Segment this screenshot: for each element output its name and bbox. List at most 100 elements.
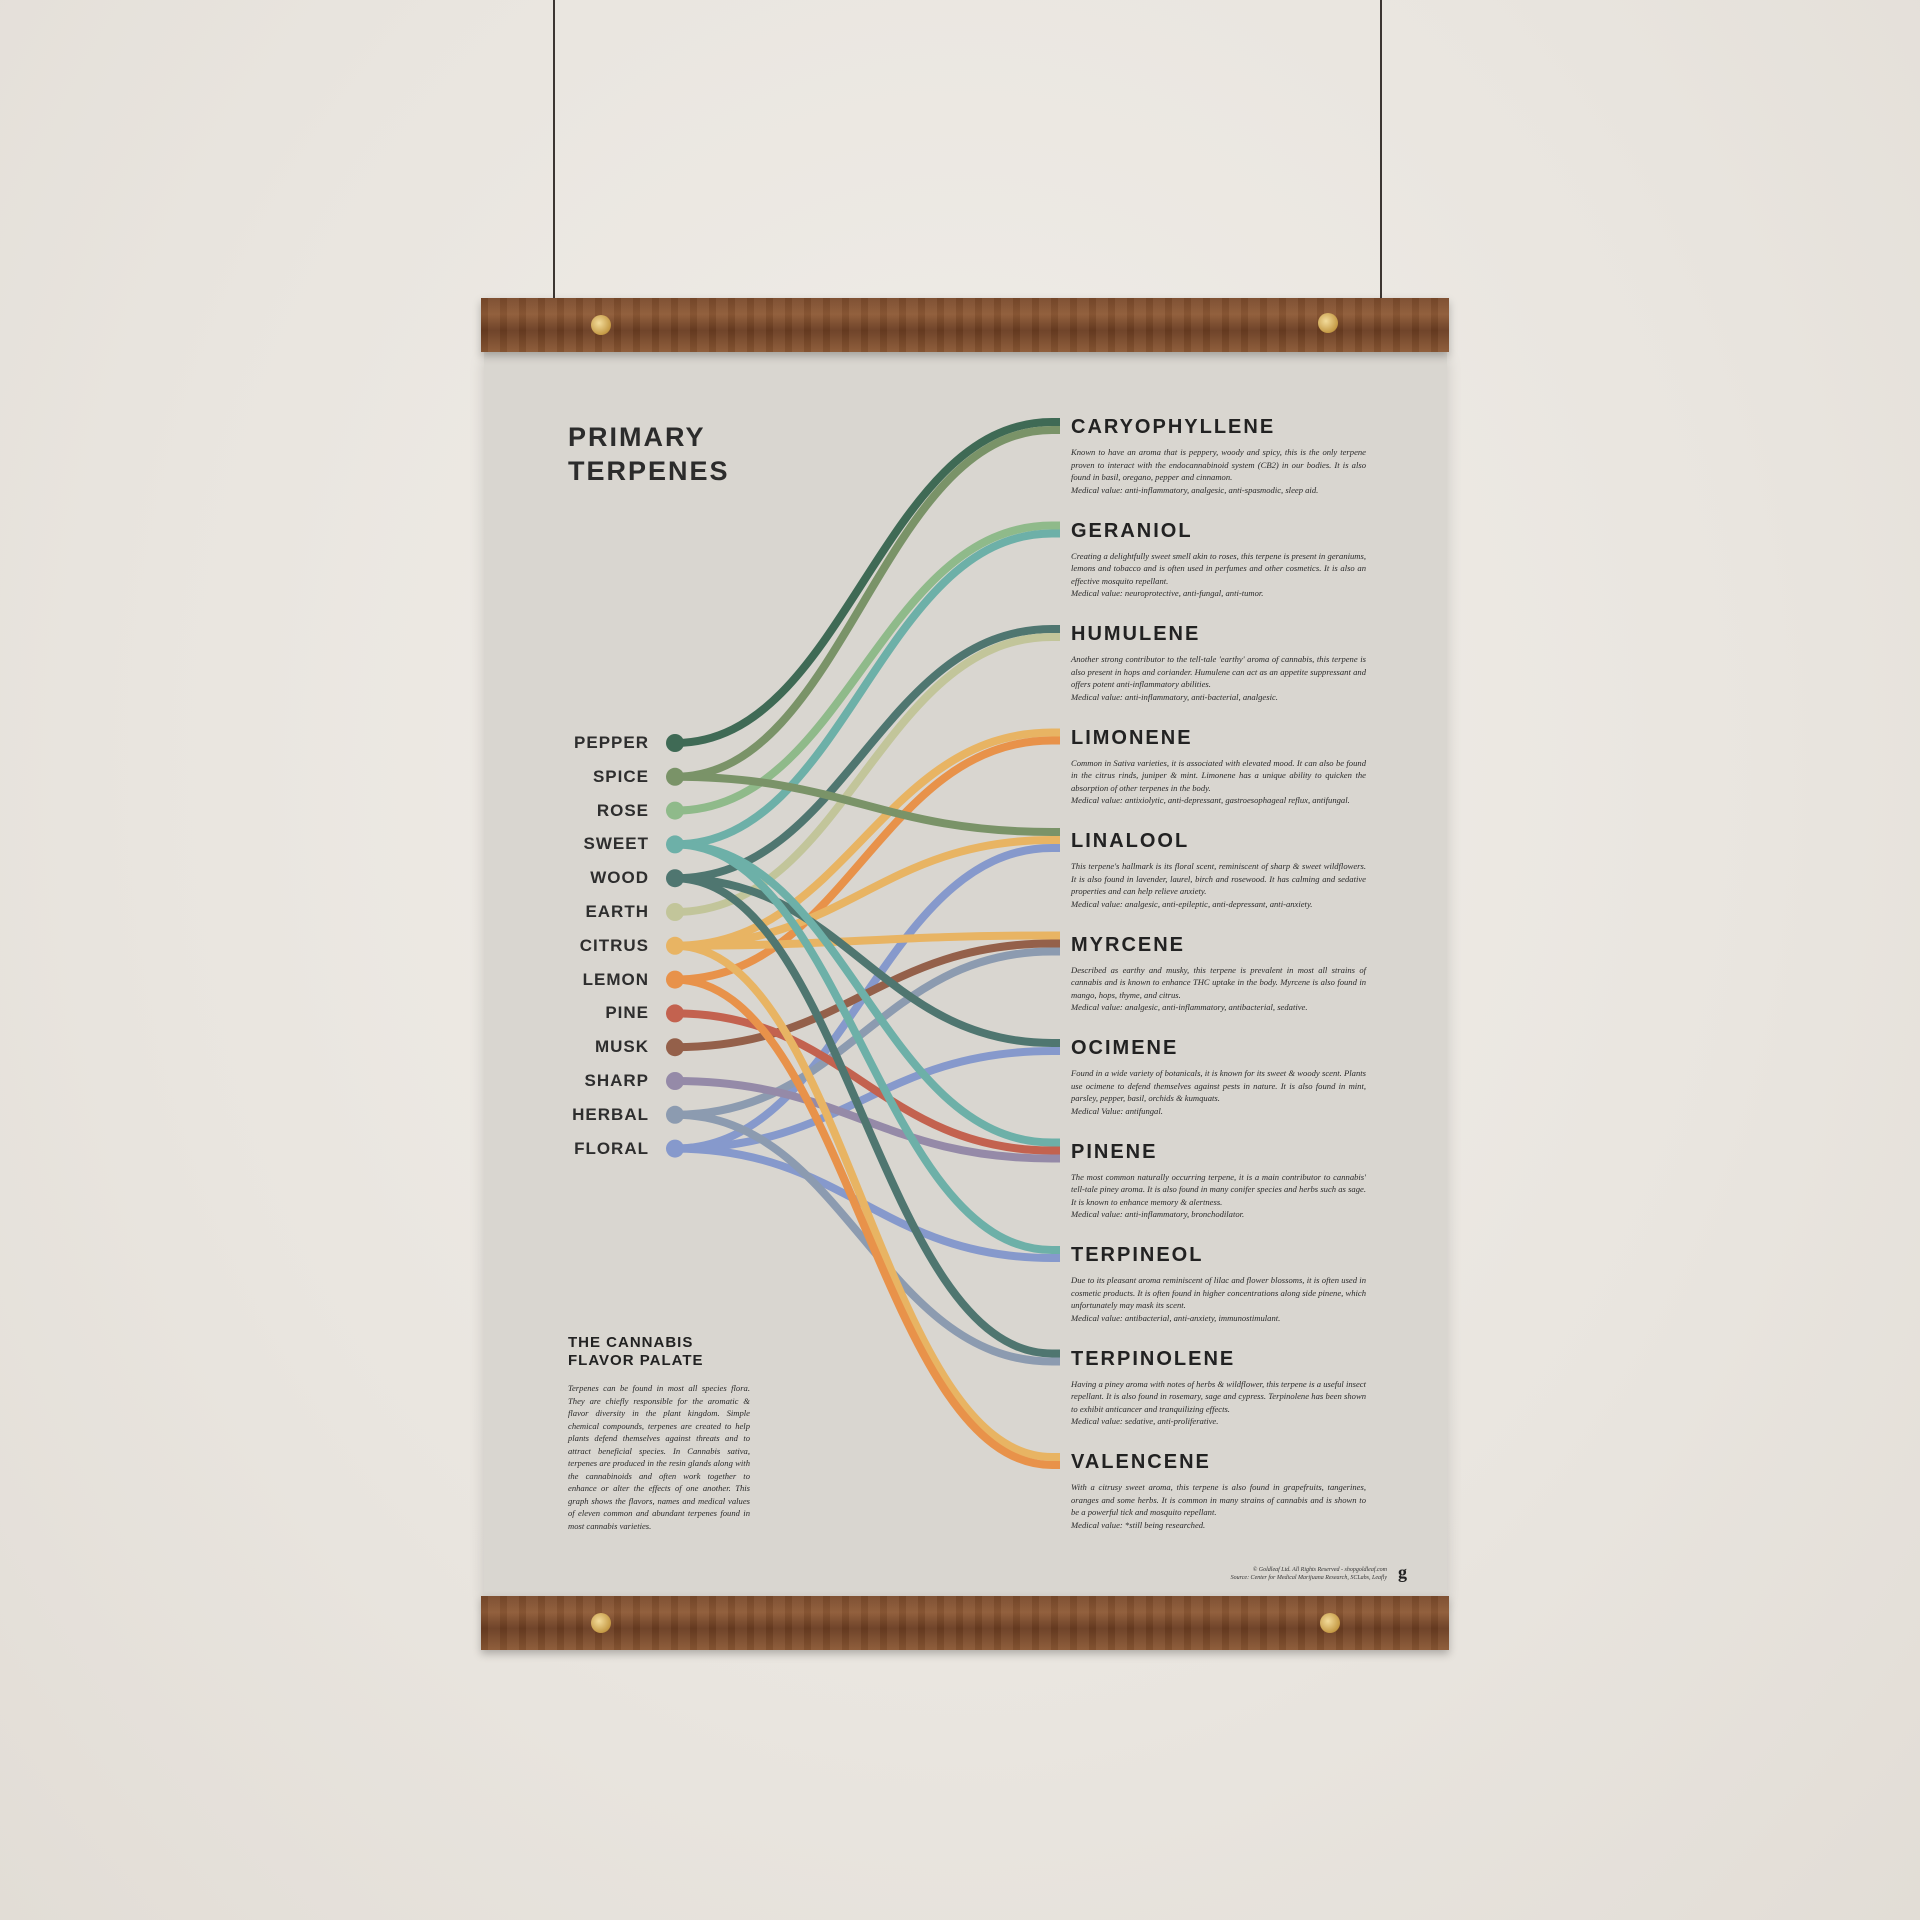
terpene-name: CARYOPHYLLENE (1071, 416, 1276, 438)
terpene-terpineol: TERPINEOL Due to its pleasant aroma remin… (1071, 1244, 1366, 1324)
link-spice-linalool (674, 772, 1060, 836)
terpene-name: MYRCENE (1071, 933, 1186, 956)
terpene-pinene: PINENE The most common naturally occurrin… (1071, 1141, 1366, 1221)
terpene-description: Common in Sativa varieties, it is associ… (1071, 757, 1366, 806)
flavor-dot-floral (666, 1139, 684, 1158)
terpene-name: TERPINOLENE (1071, 1347, 1236, 1370)
flavor-label-earth: EARTH (585, 902, 649, 921)
link-floral-ocimene (674, 1047, 1060, 1153)
link-citrus-valencene (674, 941, 1060, 1461)
terpene-limonene: LIMONENE Common in Sativa varieties, it i… (1071, 727, 1366, 807)
terpene-ocimene: OCIMENE Found in a wide variety of botani… (1071, 1037, 1366, 1117)
source: Source: Center for Medical Marijuana Res… (1230, 1575, 1387, 1581)
link-floral-terpineol (674, 1144, 1060, 1262)
flavor-palate-body: Terpenes can be found in most all specie… (568, 1383, 750, 1531)
terpene-description: With a citrusy sweet aroma, this terpene… (1071, 1482, 1366, 1530)
link-wood-ocimene (674, 874, 1060, 1047)
flavor-label-lemon: LEMON (582, 969, 649, 989)
terpene-description: Described as earthy and musky, this terp… (1071, 964, 1366, 1013)
terpene-name: HUMULENE (1071, 623, 1201, 645)
terpene-description: Found in a wide variety of botanicals, i… (1071, 1068, 1366, 1116)
copyright: © Goldleaf Ltd. All Rights Reserved - sh… (1252, 1567, 1387, 1573)
terpene-name: LIMONENE (1071, 726, 1193, 749)
terpene-description: The most common naturally occurring terp… (1071, 1171, 1366, 1220)
flavor-label-rose: ROSE (596, 800, 649, 820)
terpene-caryophyllene: CARYOPHYLLENE Known to have an aroma that… (1071, 416, 1366, 496)
flavor-label-spice: SPICE (592, 766, 649, 786)
flavor-dot-wood (666, 869, 684, 888)
flavor-palate-section: THE CANNABIS FLAVOR PALATE Terpenes can b… (568, 1334, 750, 1532)
flavor-dot-pepper (666, 734, 684, 752)
terpene-name: LINALOOL (1071, 830, 1190, 852)
flavor-dot-sweet (666, 835, 684, 854)
link-lemon-limonene (674, 736, 1060, 984)
terpene-valencene: VALENCENE With a citrusy sweet aroma, thi… (1071, 1451, 1366, 1531)
link-pine-pinene (674, 1009, 1060, 1155)
terpene-linalool: LINALOOL This terpene's hallmark is its f… (1071, 830, 1366, 910)
flavor-label-herbal: HERBAL (572, 1104, 649, 1124)
screw-icon (591, 1613, 611, 1633)
terpene-name: OCIMENE (1071, 1037, 1179, 1059)
flavor-label-pine: PINE (605, 1003, 649, 1023)
flavor-dot-spice (666, 767, 684, 786)
flavor-dot-lemon (666, 970, 684, 989)
link-lemon-valencene (674, 975, 1060, 1469)
terpene-terpinolene: TERPINOLENE Having a piney aroma with not… (1071, 1348, 1366, 1428)
link-earth-humulene (674, 633, 1060, 916)
title-line: TERPENES (568, 456, 730, 486)
flavor-label-wood: WOOD (590, 868, 649, 888)
terpene-myrcene: MYRCENE Described as earthy and musky, th… (1071, 934, 1366, 1014)
screw-icon (1318, 313, 1338, 333)
terpene-description: Another strong contributor to the tell-t… (1071, 654, 1366, 702)
flavor-label-floral: FLORAL (574, 1138, 649, 1158)
link-sweet-geraniol (674, 529, 1060, 849)
flavor-dot-pine (666, 1004, 684, 1023)
poster-title: PRIMARY TERPENES (568, 420, 730, 488)
link-citrus-myrcene (674, 931, 1060, 950)
screw-icon (591, 315, 611, 335)
title-line: PRIMARY (568, 422, 706, 452)
flavor-dot-sharp (666, 1072, 684, 1090)
link-wood-terpinolene (674, 874, 1060, 1358)
hanging-string-right (1380, 0, 1382, 300)
flavor-dot-herbal (666, 1105, 684, 1124)
screw-icon (1320, 1613, 1340, 1633)
terpene-name: TERPINEOL (1071, 1244, 1204, 1266)
flavor-dot-musk (666, 1038, 684, 1057)
terpene-description: Known to have an aroma that is peppery, … (1071, 447, 1366, 495)
hanging-string-left (553, 0, 555, 300)
link-citrus-limonene (674, 728, 1060, 950)
flavor-label-sweet: SWEET (583, 834, 649, 854)
flavor-label-pepper: PEPPER (574, 733, 649, 752)
poster: PRIMARY TERPENES PEPPER SPICE ROSE SWEET WOO… (484, 352, 1447, 1598)
terpene-description: Having a piney aroma with notes of herbs… (1071, 1378, 1366, 1427)
top-wood-hanger (481, 298, 1449, 352)
link-musk-myrcene (674, 939, 1060, 1052)
terpene-geraniol: GERANIOL Creating a delightfully sweet sm… (1071, 520, 1366, 600)
flavor-dot-citrus (666, 936, 684, 955)
credits: © Goldleaf Ltd. All Rights Reserved - sh… (1231, 1566, 1387, 1582)
flavor-palate-heading: THE CANNABIS FLAVOR PALATE (568, 1334, 704, 1369)
terpene-name: GERANIOL (1071, 519, 1193, 542)
brand-logo: g (1398, 1562, 1407, 1582)
terpene-description: Due to its pleasant aroma reminiscent of… (1071, 1275, 1366, 1323)
terpene-name: VALENCENE (1071, 1451, 1211, 1473)
flavor-terpene-diagram (666, 418, 1060, 1469)
terpene-description: Creating a delightfully sweet smell akin… (1071, 550, 1366, 599)
link-citrus-linalool (674, 836, 1060, 950)
bottom-wood-hanger (481, 1596, 1449, 1650)
terpene-humulene: HUMULENE Another strong contributor to th… (1071, 623, 1366, 703)
flavor-label-citrus: CITRUS (579, 935, 649, 955)
flavor-dot-rose (666, 801, 684, 820)
terpene-description: This terpene's hallmark is its floral sc… (1071, 861, 1366, 909)
link-pepper-caryophyllene (674, 418, 1060, 747)
link-sweet-terpineol (674, 840, 1060, 1254)
flavor-label-sharp: SHARP (584, 1071, 649, 1090)
link-sharp-pinene (674, 1077, 1060, 1163)
flavor-label-musk: MUSK (594, 1037, 649, 1057)
link-sweet-pinene (674, 840, 1060, 1147)
link-herbal-myrcene (674, 947, 1060, 1119)
terpene-name: PINENE (1071, 1140, 1158, 1163)
link-spice-caryophyllene (674, 426, 1060, 781)
flavor-dot-earth (666, 903, 684, 921)
